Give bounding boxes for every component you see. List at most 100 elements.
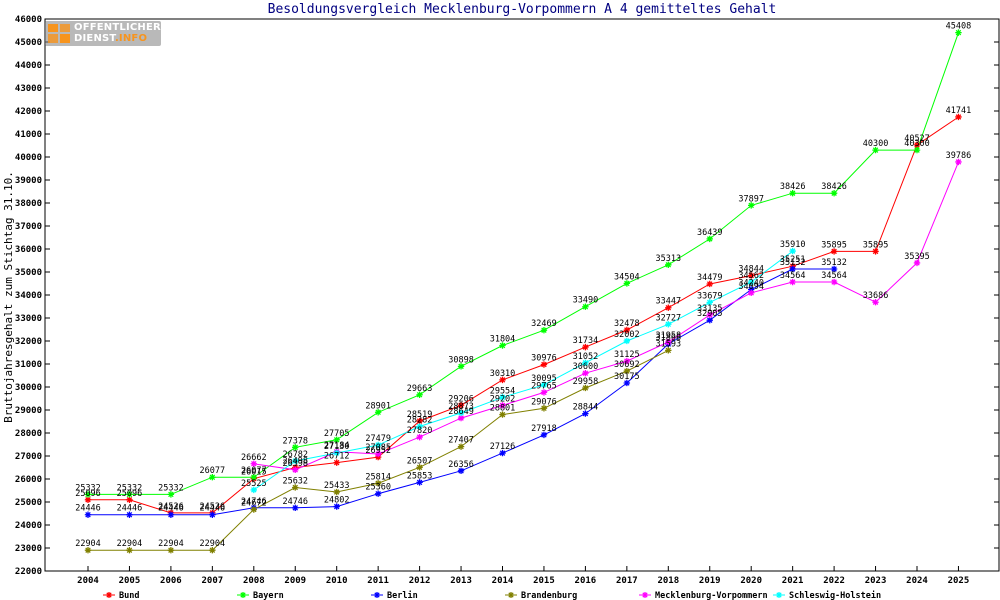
data-label-mecklenburg-vorpommern: 26398 bbox=[282, 459, 308, 469]
point-bund bbox=[623, 326, 631, 334]
point-mecklenburg-vorpommern bbox=[374, 450, 382, 458]
data-label-bund: 29206 bbox=[448, 394, 474, 404]
data-label-bayern: 29663 bbox=[407, 384, 433, 394]
x-tick-label: 2017 bbox=[616, 576, 638, 586]
y-tick-label: 43000 bbox=[15, 84, 42, 94]
x-tick-label: 2022 bbox=[823, 576, 845, 586]
x-tick-label: 2011 bbox=[367, 576, 389, 586]
data-label-mecklenburg-vorpommern: 26662 bbox=[241, 453, 267, 463]
chart-title: Besoldungsvergleich Mecklenburg-Vorpomme… bbox=[268, 2, 777, 17]
data-label-brandenburg: 30692 bbox=[614, 360, 640, 370]
point-bayern bbox=[748, 202, 755, 209]
data-label-berlin: 32905 bbox=[697, 309, 723, 319]
data-label-bayern: 35313 bbox=[656, 254, 682, 264]
y-tick-label: 23000 bbox=[15, 544, 42, 554]
y-tick-label: 39000 bbox=[15, 176, 42, 186]
legend-marker-schleswig-holstein bbox=[776, 592, 782, 598]
point-schleswig-holstein bbox=[748, 278, 755, 286]
data-label-berlin: 30175 bbox=[614, 372, 640, 382]
point-schleswig-holstein bbox=[540, 381, 548, 389]
x-tick-label: 2020 bbox=[740, 576, 762, 586]
x-tick-label: 2010 bbox=[326, 576, 348, 586]
point-brandenburg bbox=[250, 506, 257, 513]
point-brandenburg bbox=[292, 484, 299, 491]
point-brandenburg bbox=[333, 488, 340, 496]
legend: Bund Bayern Berlin Brandenburg Mecklenburg-V… bbox=[103, 590, 881, 600]
data-label-bund: 35895 bbox=[821, 240, 847, 250]
x-tick-label: 2012 bbox=[409, 576, 431, 586]
logo-line-2: DIENST.INFO bbox=[74, 33, 161, 44]
point-mecklenburg-vorpommern bbox=[540, 389, 548, 396]
data-label-mecklenburg-vorpommern: 31958 bbox=[656, 331, 682, 341]
point-berlin bbox=[789, 265, 796, 273]
point-bayern bbox=[374, 409, 382, 416]
point-schleswig-holstein bbox=[416, 423, 423, 430]
point-mecklenburg-vorpommern bbox=[250, 460, 257, 467]
data-label-brandenburg: 22904 bbox=[200, 539, 226, 549]
y-axis: 22000 23000 24000 25000 26000 27000 28000 29000… bbox=[15, 15, 999, 577]
data-label-bund: 34844 bbox=[738, 265, 764, 275]
point-brandenburg bbox=[126, 547, 133, 554]
point-berlin bbox=[457, 467, 465, 475]
data-label-mecklenburg-vorpommern: 34094 bbox=[738, 282, 764, 292]
x-tick-label: 2007 bbox=[202, 576, 224, 586]
data-label-berlin: 31868 bbox=[656, 333, 682, 343]
point-bayern bbox=[499, 342, 506, 349]
data-label-mecklenburg-vorpommern: 33135 bbox=[697, 304, 723, 314]
series-points bbox=[84, 29, 962, 554]
point-mecklenburg-vorpommern bbox=[582, 370, 589, 377]
data-label-schleswig-holstein: 32727 bbox=[656, 313, 682, 323]
x-axis: 2004 2005 2006 2007 2008 2009 2010 2011 2012 2013… bbox=[77, 566, 969, 586]
y-tick-label: 22000 bbox=[15, 567, 42, 577]
point-bayern bbox=[457, 363, 465, 370]
data-label-berlin: 24446 bbox=[158, 504, 184, 514]
point-berlin bbox=[333, 503, 340, 510]
data-label-brandenburg: 29076 bbox=[531, 397, 557, 407]
point-berlin bbox=[209, 511, 216, 518]
point-brandenburg bbox=[416, 464, 423, 471]
data-label-berlin: 25360 bbox=[365, 483, 391, 493]
y-tick-label: 38000 bbox=[15, 199, 42, 209]
data-label-berlin: 24446 bbox=[200, 504, 226, 514]
data-label-schleswig-holstein: 25525 bbox=[241, 479, 267, 489]
point-schleswig-holstein bbox=[706, 299, 713, 306]
legend-label-mecklenburg-vorpommern: Mecklenburg-Vorpommern bbox=[655, 591, 768, 600]
point-bayern bbox=[292, 444, 299, 451]
point-schleswig-holstein bbox=[623, 337, 631, 345]
data-label-bayern: 30898 bbox=[448, 355, 474, 365]
data-label-bund: 35895 bbox=[863, 240, 889, 250]
data-label-brandenburg: 25814 bbox=[365, 472, 391, 482]
data-label-schleswig-holstein: 34562 bbox=[738, 271, 764, 281]
data-label-berlin: 27918 bbox=[531, 424, 557, 434]
point-brandenburg bbox=[499, 411, 506, 418]
data-label-bayern: 26077 bbox=[200, 466, 226, 476]
data-label-schleswig-holstein: 27479 bbox=[365, 434, 391, 444]
point-berlin bbox=[84, 511, 92, 518]
point-brandenburg bbox=[540, 405, 548, 412]
point-bayern bbox=[623, 280, 631, 287]
data-label-bayern: 45408 bbox=[946, 22, 972, 32]
y-tick-label: 30000 bbox=[15, 383, 42, 393]
point-bayern bbox=[209, 474, 216, 481]
data-label-mecklenburg-vorpommern: 27184 bbox=[324, 441, 350, 451]
point-schleswig-holstein bbox=[333, 449, 340, 457]
data-label-schleswig-holstein: 27130 bbox=[324, 442, 350, 452]
data-label-brandenburg: 25632 bbox=[282, 476, 308, 486]
series-line-mecklenburg-vorpommern bbox=[253, 161, 959, 471]
data-label-brandenburg: 22904 bbox=[75, 539, 101, 549]
logo-line-2b: .INFO bbox=[114, 33, 148, 44]
y-tick-label: 44000 bbox=[15, 61, 42, 71]
point-schleswig-holstein bbox=[292, 457, 299, 465]
data-label-bayern: 32469 bbox=[531, 319, 557, 329]
data-label-berlin: 26356 bbox=[448, 460, 474, 470]
data-label-bund: 26015 bbox=[241, 468, 267, 478]
point-mecklenburg-vorpommern bbox=[499, 402, 506, 409]
y-tick-label: 42000 bbox=[15, 107, 42, 117]
data-label-bund: 30310 bbox=[490, 369, 516, 379]
point-bund bbox=[913, 141, 921, 149]
point-bayern bbox=[540, 327, 548, 334]
data-label-bayern: 36439 bbox=[697, 228, 723, 238]
data-label-schleswig-holstein: 28873 bbox=[448, 402, 474, 412]
data-label-brandenburg: 31593 bbox=[656, 339, 682, 349]
y-tick-label: 25000 bbox=[15, 498, 42, 508]
